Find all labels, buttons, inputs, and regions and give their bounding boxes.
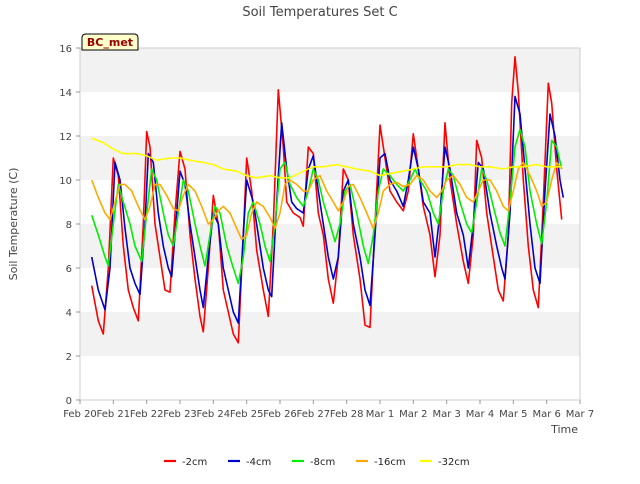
x-tick-label: Feb 26 [263,409,297,420]
x-tick-label: Mar 2 [399,409,427,420]
legend-label: -32cm [438,457,470,468]
legend-label: -2cm [182,457,207,468]
x-tick-label: Mar 4 [466,409,494,420]
x-tick-label: Mar 1 [366,409,394,420]
series-line-8cm [90,128,563,285]
x-tick-label: Feb 25 [230,409,264,420]
y-tick-label: 0 [66,396,72,407]
x-tick-label: Feb 27 [297,409,331,420]
legend-item: -16cm [356,457,406,468]
legend-label: -8cm [310,457,335,468]
legend-label: -4cm [246,457,271,468]
x-tick-label: Feb 20 [63,409,97,420]
x-tick-label: Feb 23 [163,409,197,420]
legend-item: -8cm [292,457,335,468]
y-axis-label: Soil Temperature (C) [7,168,20,281]
x-axis-label: Time [550,423,578,436]
x-axis: Feb 20 Feb 21 Feb 22 Feb 23 Feb 24 Feb 25 Feb … [63,400,594,420]
series-line-16cm [90,161,563,241]
series-line-4cm [90,95,565,324]
station-label-badge: BC_met [81,33,139,51]
legend-label: -16cm [374,457,406,468]
plot-band [80,92,580,136]
y-tick-label: 8 [66,220,72,231]
series-line-2cm [90,56,563,344]
y-tick-label: 14 [59,88,72,99]
x-tick-label: Mar 7 [566,409,594,420]
plot-band [80,48,580,92]
y-tick-label: 4 [66,308,72,319]
legend: -2cm -4cm -8cm -16cm -32cm [164,457,470,468]
plot-background-bands [80,48,580,400]
x-tick-label: Feb 21 [97,409,131,420]
y-tick-label: 6 [66,264,72,275]
y-tick-label: 12 [59,132,72,143]
y-axis: 0 2 4 6 8 10 12 14 16 [59,44,80,407]
legend-item: -4cm [228,457,271,468]
y-tick-label: 10 [59,176,72,187]
x-tick-label: Feb 28 [330,409,364,420]
legend-item: -2cm [164,457,207,468]
chart-title: Soil Temperatures Set C [242,5,397,20]
station-label-text: BC_met [87,36,133,49]
plot-band [80,136,580,180]
y-tick-label: 2 [66,352,72,363]
x-tick-label: Mar 6 [532,409,560,420]
station-label-box [81,33,139,51]
x-tick-label: Mar 5 [499,409,527,420]
legend-item: -32cm [420,457,470,468]
series-line-32cm [91,137,562,179]
x-tick-label: Feb 22 [130,409,164,420]
x-tick-label: Feb 24 [197,409,231,420]
plot-band [80,356,580,400]
series-layer [90,56,565,344]
y-tick-label: 16 [59,44,72,55]
x-tick-label: Mar 3 [432,409,460,420]
plot-band [80,312,580,356]
